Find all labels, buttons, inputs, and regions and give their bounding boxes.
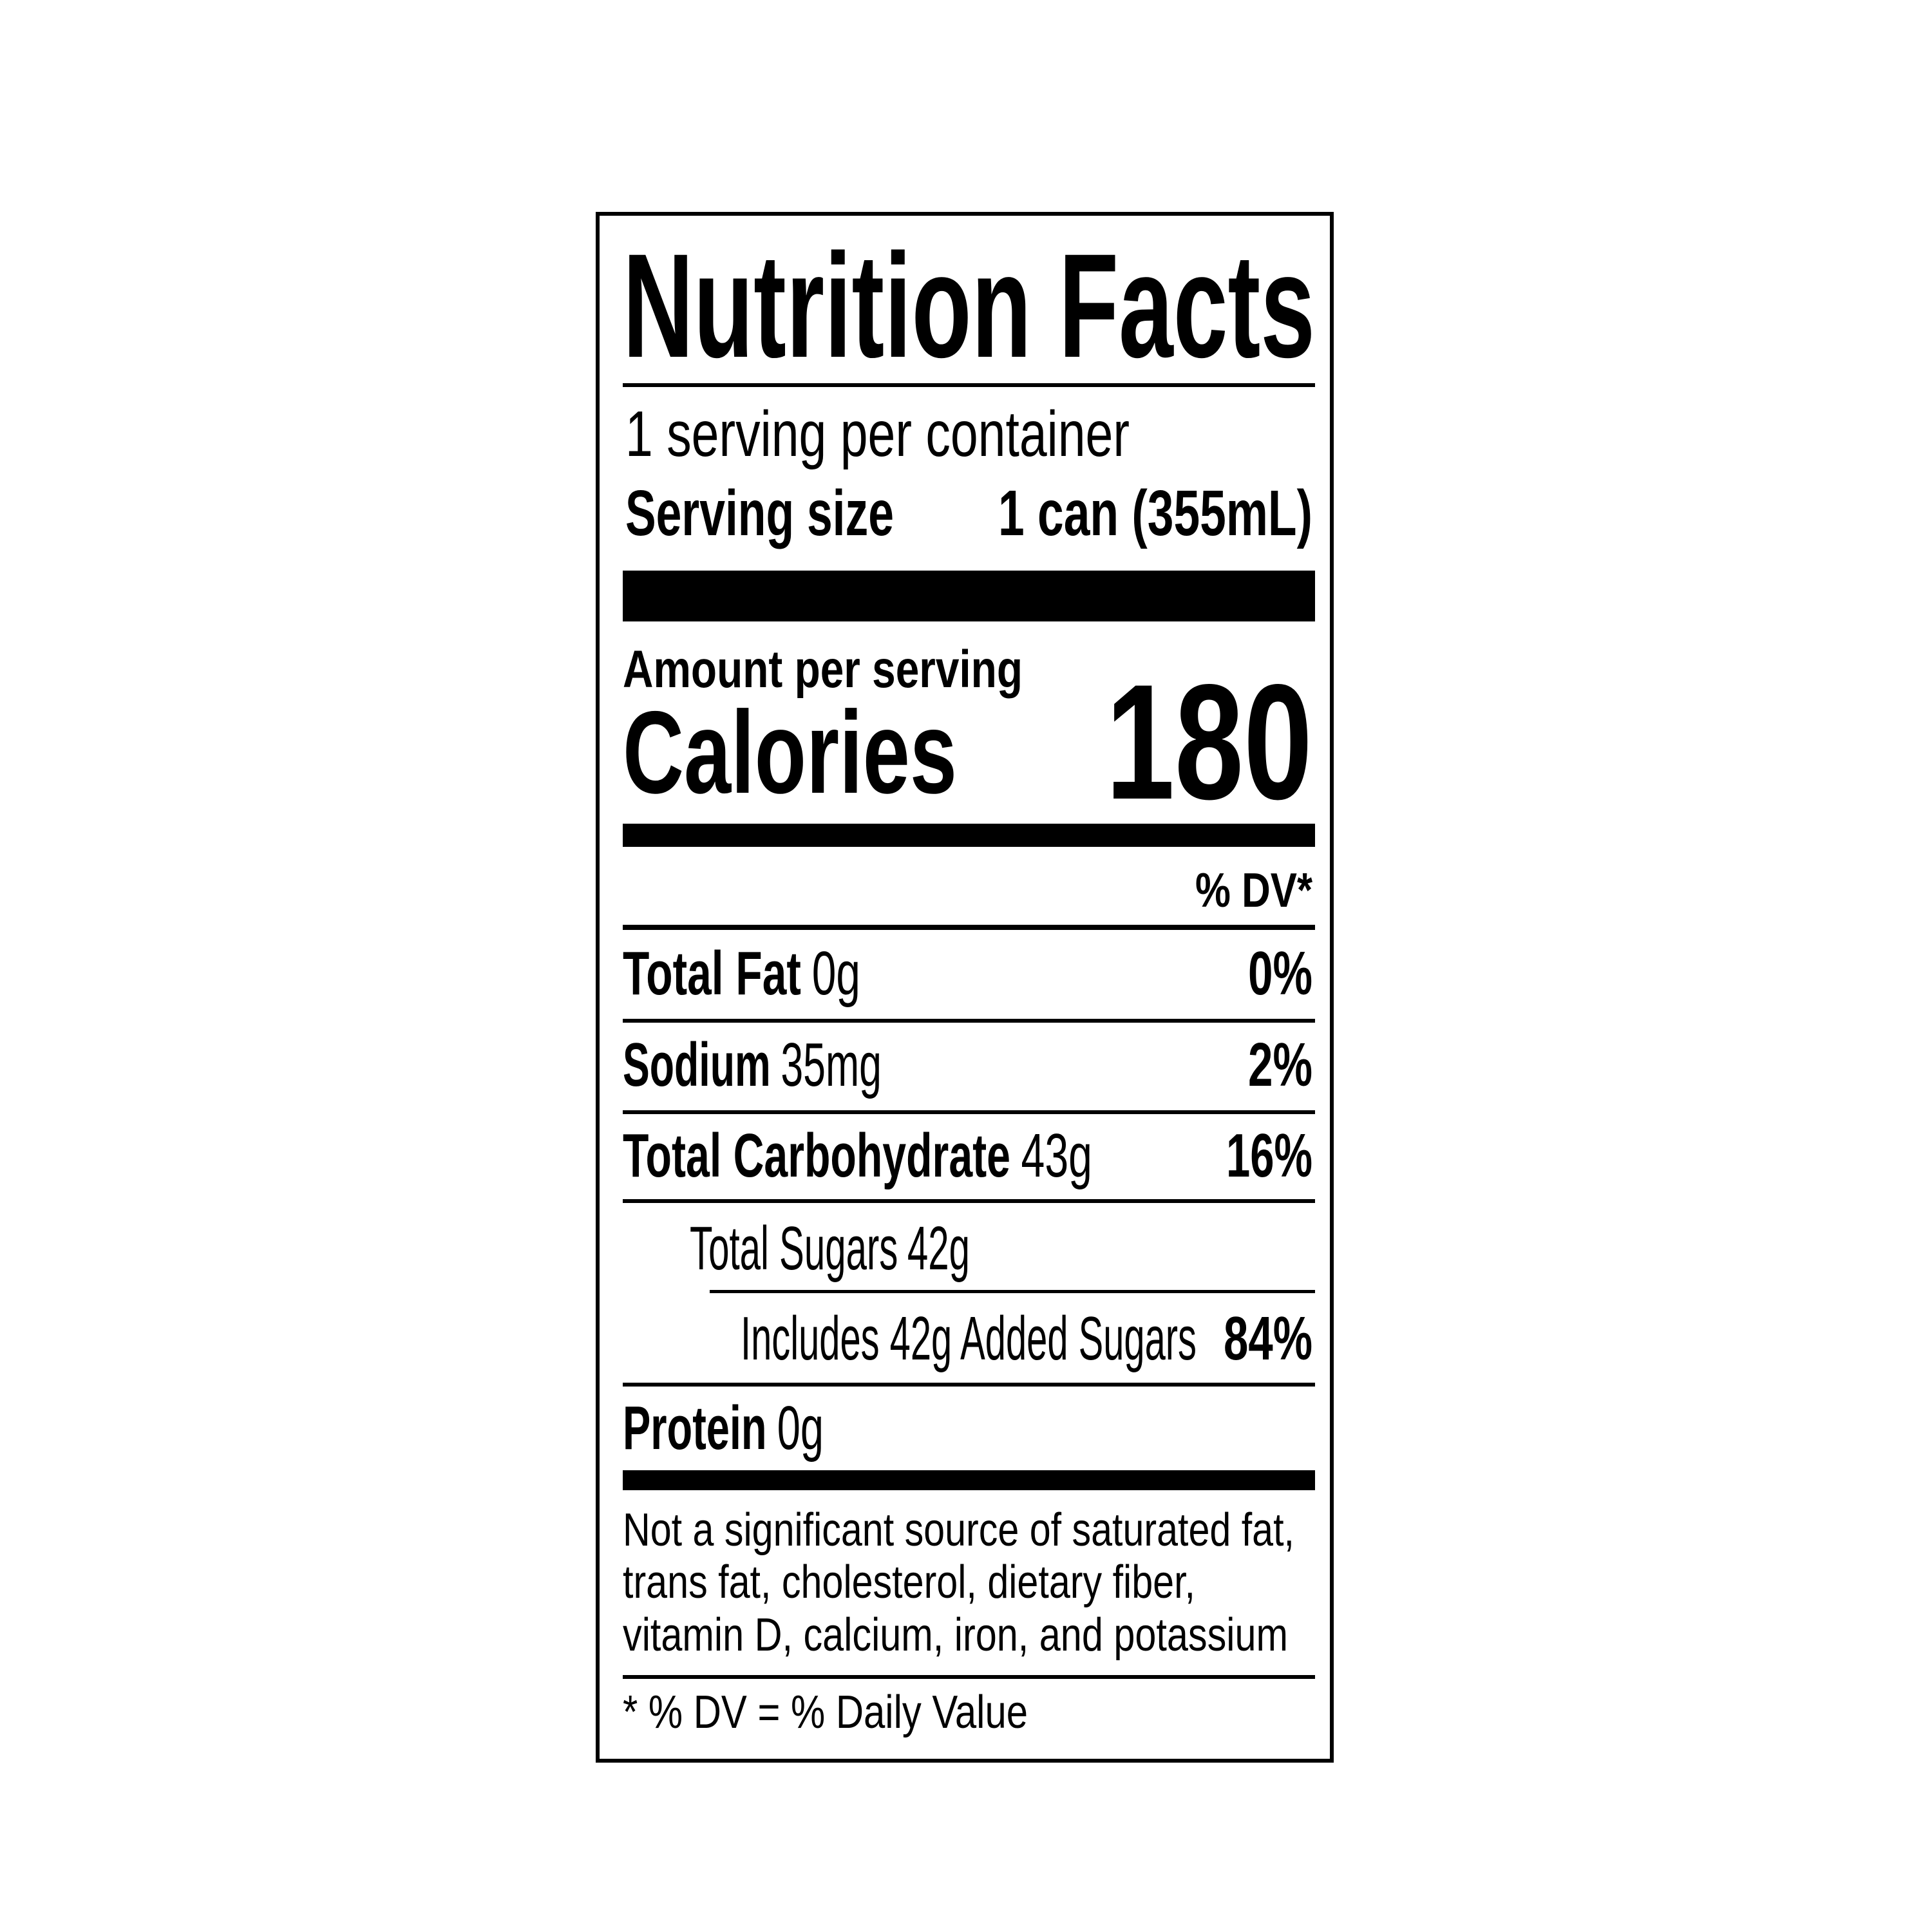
amount-per-serving: Amount per serving	[623, 640, 1023, 699]
nutrient-amount: 35mg	[781, 1030, 882, 1099]
dv-header: % DV*	[1195, 863, 1313, 917]
nutrient-name: Total Sugars	[690, 1214, 898, 1283]
nutrient-row: Protein0g	[623, 1394, 824, 1463]
nutrient-amount: 0g	[777, 1394, 824, 1463]
footnote-dv: * % DV = % Daily Value	[623, 1687, 1028, 1738]
rule	[623, 1199, 1315, 1203]
nutrient-dv: 16%	[1226, 1121, 1312, 1190]
footnote-line: vitamin D, calcium, iron, and potassium	[623, 1609, 1288, 1661]
thick-bar	[623, 1470, 1315, 1490]
rule	[623, 1110, 1315, 1114]
nutrient-amount: 43g	[1021, 1121, 1092, 1190]
nutrient-name: Protein	[623, 1394, 767, 1463]
nutrient-row: Total Sugars42g	[690, 1214, 970, 1283]
nutrient-name: Includes 42g Added Sugars	[741, 1304, 1197, 1373]
rule	[623, 1019, 1315, 1023]
thick-bar	[623, 571, 1315, 621]
rule	[710, 1290, 1315, 1293]
nutrient-dv: 2%	[1248, 1030, 1312, 1099]
nutrient-row: Total Carbohydrate43g	[623, 1121, 1092, 1190]
rule	[623, 925, 1315, 930]
rule	[623, 383, 1315, 387]
nutrient-name: Sodium	[623, 1030, 771, 1099]
nutrient-dv: 0%	[1248, 939, 1312, 1008]
footnote-line: trans fat, cholesterol, dietary fiber,	[623, 1557, 1195, 1608]
label-border	[596, 212, 1334, 1763]
calories-label: Calories	[623, 687, 957, 818]
rule	[623, 1383, 1315, 1387]
rule	[623, 1675, 1315, 1679]
nutrient-row: Sodium35mg	[623, 1030, 882, 1099]
nutrient-amount: 42g	[907, 1214, 970, 1283]
thick-bar	[623, 824, 1315, 847]
nutrient-name: Total Carbohydrate	[623, 1121, 1010, 1190]
nutrient-row: Total Fat0g	[623, 939, 860, 1008]
servings-per-container: 1 serving per container	[625, 398, 1130, 470]
nutrient-dv: 84%	[1224, 1304, 1312, 1373]
footnote-line: Not a significant source of saturated fa…	[623, 1504, 1294, 1556]
calories-value: 180	[1106, 650, 1312, 834]
nutrient-amount: 0g	[812, 939, 860, 1008]
serving-size-value: 1 can (355mL)	[998, 477, 1312, 549]
nutrient-name: Total Fat	[623, 939, 801, 1008]
title: Nutrition Facts	[623, 223, 1315, 388]
serving-size-label: Serving size	[625, 477, 894, 549]
